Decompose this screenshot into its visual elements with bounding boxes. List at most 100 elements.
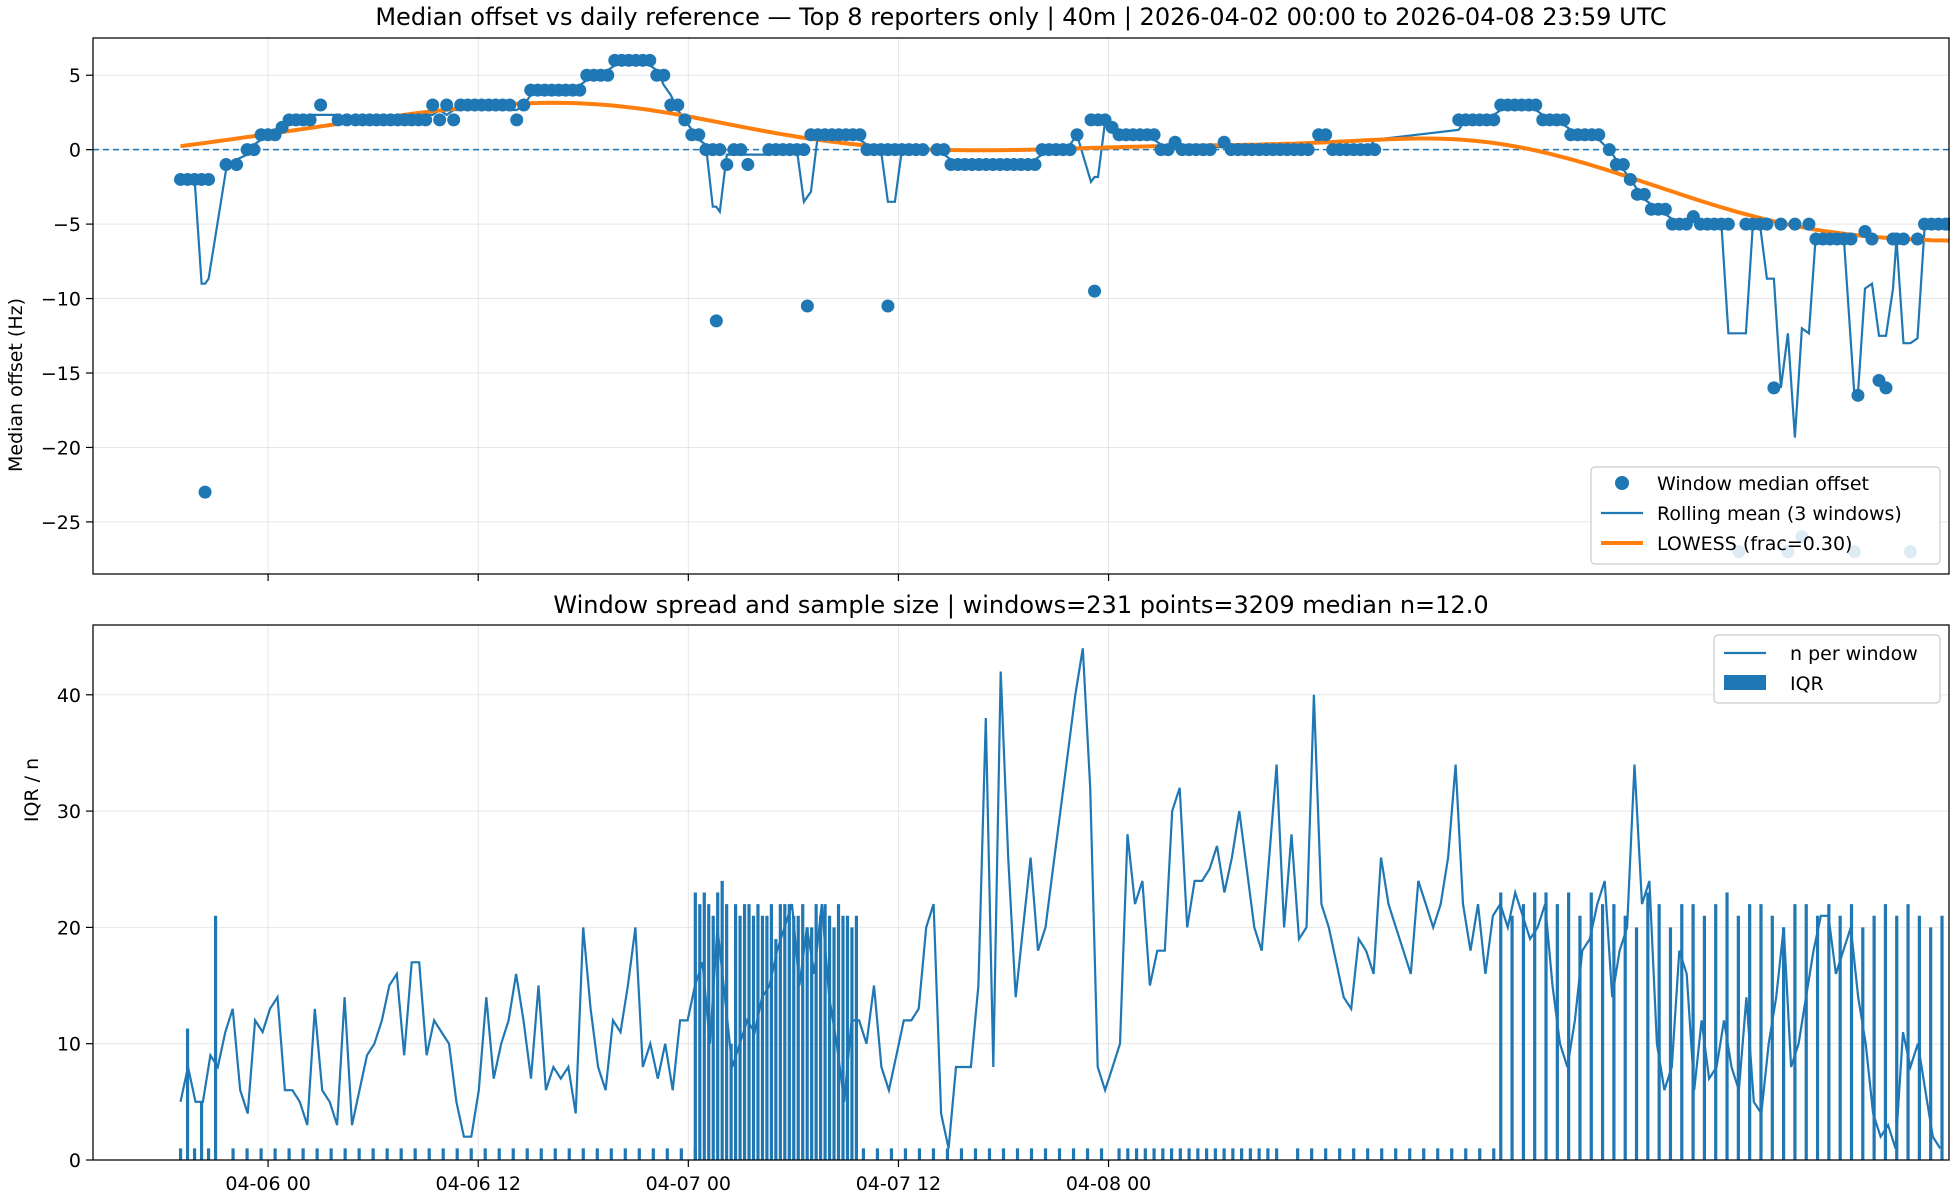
offset-chart-title: Median offset vs daily reference — Top 8… [375, 3, 1666, 31]
spread-y-tick-label: 10 [57, 1034, 81, 1056]
legend-label-iqr: IQR [1790, 673, 1824, 695]
iqr-bar [1849, 904, 1854, 1160]
iqr-bar [1394, 1148, 1398, 1160]
iqr-bar [1324, 1148, 1328, 1160]
iqr-bar [1257, 1148, 1261, 1160]
median-offset-point [202, 172, 216, 186]
spread-chart-title: Window spread and sample size | windows=… [553, 591, 1488, 619]
iqr-bar [1680, 904, 1684, 1160]
iqr-bar [854, 915, 859, 1160]
median-offset-point [1088, 284, 1102, 298]
offset-y-tick-label: −10 [41, 289, 81, 311]
iqr-bar [1240, 1148, 1244, 1160]
iqr-bar [814, 904, 818, 1160]
iqr-bar [1126, 1148, 1130, 1160]
iqr-bar [469, 1148, 473, 1160]
iqr-bar [206, 1148, 211, 1160]
iqr-bar [329, 1148, 333, 1160]
median-offset-point [314, 98, 328, 112]
iqr-bar [1725, 892, 1729, 1160]
iqr-bar [738, 915, 742, 1160]
iqr-bar [832, 927, 836, 1160]
iqr-bar [623, 1148, 627, 1160]
median-offset-point [881, 299, 895, 313]
iqr-bar [385, 1148, 389, 1160]
iqr-bar [399, 1148, 403, 1160]
iqr-bar [783, 904, 787, 1160]
spread-y-axis-label: IQR / n [21, 758, 43, 822]
iqr-bar [1521, 904, 1525, 1160]
iqr-bar [231, 1148, 235, 1160]
iqr-bar [1646, 892, 1650, 1160]
iqr-bar [315, 1148, 319, 1160]
median-offset-point [303, 113, 317, 127]
iqr-bar [1029, 1148, 1034, 1160]
median-offset-point [517, 98, 531, 112]
median-offset-point [1767, 381, 1781, 395]
window-median-points [174, 53, 1950, 559]
iqr-bar [945, 1148, 950, 1160]
iqr-bar [1117, 1148, 1121, 1160]
iqr-bar [1492, 1148, 1496, 1160]
iqr-bar [1600, 904, 1605, 1160]
iqr-bar [651, 1148, 655, 1160]
iqr-bar [702, 892, 706, 1160]
median-offset-point [734, 143, 748, 157]
iqr-bar [1266, 1148, 1270, 1160]
median-offset-point [198, 485, 212, 499]
offset-plot-frame [92, 37, 1950, 575]
median-offset-point [720, 158, 734, 172]
median-offset-point [601, 68, 615, 82]
spread-plot-frame [92, 624, 1950, 1161]
iqr-bar [1352, 1148, 1356, 1160]
spread-x-tick-label: 04-07 12 [856, 1173, 941, 1195]
spread-y-tick-label: 20 [57, 917, 81, 939]
iqr-bar [679, 1148, 683, 1160]
iqr-bar [1450, 1148, 1454, 1160]
median-offset-point [1592, 128, 1606, 142]
iqr-bar [1533, 892, 1537, 1160]
median-offset-point [1658, 202, 1672, 216]
iqr-bar [185, 1028, 190, 1160]
iqr-bar [371, 1148, 375, 1160]
iqr-bar [845, 915, 850, 1160]
offset-grid [93, 38, 1949, 574]
iqr-bar [595, 1148, 599, 1160]
iqr-bar [1222, 1148, 1226, 1160]
spread-x-tick-label: 04-07 00 [646, 1173, 731, 1195]
iqr-bar [1436, 1148, 1440, 1160]
iqr-bar [1143, 1148, 1147, 1160]
iqr-bar [199, 1101, 204, 1160]
iqr-bar [567, 1148, 571, 1160]
iqr-bar [725, 904, 729, 1160]
iqr-bar [1770, 915, 1774, 1160]
iqr-bar [756, 904, 760, 1160]
iqr-bar [889, 1148, 894, 1160]
legend-label-median: Window median offset [1657, 473, 1869, 495]
iqr-bar [1895, 915, 1899, 1160]
iqr-bar [511, 1148, 515, 1160]
median-offset-point [797, 143, 811, 157]
iqr-bar [1861, 927, 1865, 1160]
legend-label-lowess: LOWESS (frac=0.30) [1657, 533, 1852, 555]
iqr-bar [413, 1148, 417, 1160]
iqr-bar [1296, 1148, 1300, 1160]
iqr-bar [774, 939, 778, 1160]
median-offset-point [643, 53, 657, 67]
iqr-bar [1043, 1148, 1048, 1160]
median-offset-point [1028, 158, 1042, 172]
median-offset-point [800, 299, 814, 313]
median-offset-point [937, 143, 951, 157]
iqr-bar [765, 915, 769, 1160]
iqr-bar [903, 1148, 908, 1160]
median-offset-point [447, 113, 461, 127]
iqr-bar [609, 1148, 613, 1160]
iqr-bar [1231, 1148, 1235, 1160]
median-offset-point [671, 98, 685, 112]
iqr-bar [1187, 1148, 1191, 1160]
median-offset-point [1942, 217, 1950, 231]
spread-x-tick-label: 04-06 12 [435, 1173, 520, 1195]
median-offset-point [440, 98, 454, 112]
iqr-bar [1338, 1148, 1342, 1160]
iqr-bar [539, 1148, 543, 1160]
